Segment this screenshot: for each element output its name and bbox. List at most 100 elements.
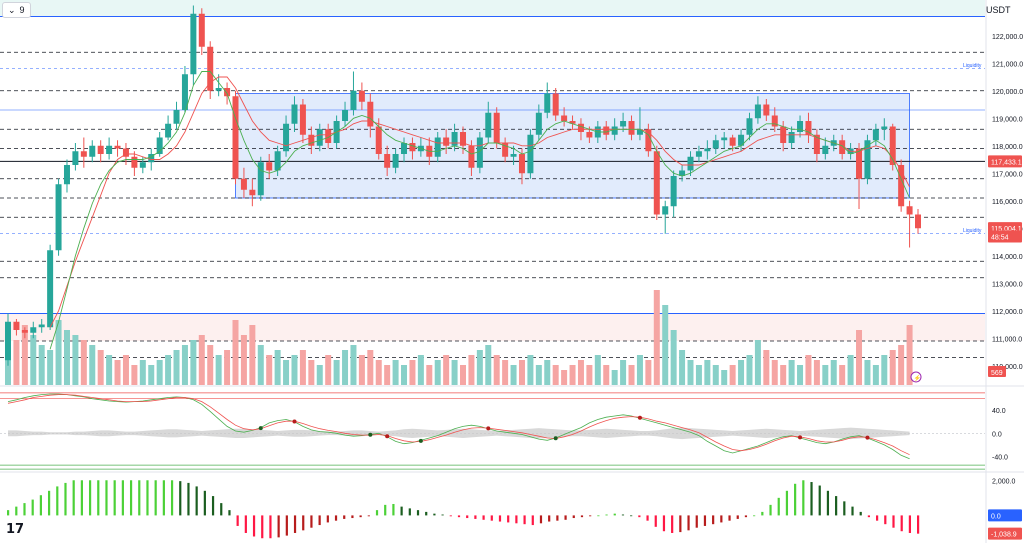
volume-bar [224, 350, 231, 385]
histogram-bar [138, 480, 141, 516]
histogram-bar [113, 480, 116, 516]
histogram-bar [835, 496, 838, 516]
candle-body [805, 121, 812, 135]
histogram-bar [695, 515, 698, 528]
histogram-bar [630, 515, 633, 517]
volume-bar [502, 360, 509, 385]
volume-bar [788, 360, 795, 385]
volume-value-text: 569 [991, 370, 1003, 377]
candle-body [148, 154, 155, 163]
candle-body [55, 184, 62, 251]
volume-bar [527, 355, 534, 385]
histogram-bar [64, 482, 67, 516]
volume-bar [80, 340, 87, 385]
volume-bar [274, 350, 281, 385]
histogram-bar [712, 515, 715, 525]
histogram-bar [170, 480, 174, 516]
histogram-bar [802, 480, 805, 516]
candle-body [434, 137, 441, 157]
volume-bar [535, 365, 542, 385]
volume-bar [670, 330, 677, 385]
countdown-text: 48:54 [991, 235, 1009, 242]
volume-bar [771, 360, 778, 385]
histogram-bar [867, 515, 871, 518]
histogram-bar [351, 515, 354, 519]
volume-bar [249, 325, 256, 385]
histogram-bar [228, 510, 231, 516]
volume-bar [460, 365, 466, 385]
candle-body [763, 104, 770, 116]
candle-body [569, 121, 576, 124]
candle-body [72, 151, 79, 165]
candle-body [384, 154, 391, 168]
currency-label[interactable]: USDT [986, 5, 1011, 15]
candle-body [80, 151, 87, 157]
volume-bar [350, 345, 357, 385]
osc-cross-dot [385, 434, 390, 439]
histogram-bar [597, 515, 600, 517]
candle-body [38, 324, 45, 328]
candle-body [577, 123, 584, 132]
candle-body [89, 145, 96, 157]
candle-body [30, 327, 37, 333]
osc-tick-label: 0.0 [992, 431, 1002, 438]
volume-bar [872, 365, 879, 385]
volume-bar [89, 345, 96, 385]
lightning-glyph: ⚡ [914, 374, 921, 382]
histogram-bar [23, 503, 26, 516]
volume-bar [266, 355, 273, 385]
histogram-bar [293, 515, 297, 533]
chevron-down-icon: ⌄ [8, 5, 16, 15]
histogram-bar [203, 490, 206, 516]
interval-selector[interactable]: ⌄ 9 [2, 2, 31, 18]
histogram-bar [392, 503, 395, 516]
volume-bar [864, 360, 871, 385]
candle-body [889, 126, 896, 165]
histogram-bar [384, 504, 387, 516]
histogram-bar [56, 486, 59, 516]
candle-body [881, 126, 888, 130]
candle-body [552, 93, 559, 116]
histogram-bar [605, 514, 608, 516]
volume-bar [763, 350, 770, 385]
candle-body [620, 121, 627, 127]
candle-body [468, 145, 475, 168]
volume-bar [333, 360, 340, 385]
histogram-bar [252, 515, 256, 537]
histogram-bar [375, 510, 379, 516]
candle-body [299, 104, 306, 135]
volume-bar [856, 330, 863, 385]
histogram-bar [826, 490, 830, 516]
volume-bar [695, 365, 702, 385]
volume-bar [620, 360, 627, 385]
candle-body [21, 330, 28, 333]
histogram-bar [367, 515, 370, 517]
osc-gray-area [8, 427, 910, 440]
volume-bar [417, 355, 424, 385]
candle-body [283, 123, 290, 152]
osc-cross-dot [258, 426, 263, 431]
histogram-bar [671, 515, 674, 533]
candle-body [139, 162, 146, 168]
candle-body [358, 90, 365, 102]
histogram-bar [859, 511, 862, 516]
histogram-bar [261, 515, 264, 539]
osc-cross-dot [798, 435, 803, 440]
candle-body [915, 214, 921, 229]
volume-bar [106, 355, 113, 385]
candle-body [645, 129, 652, 152]
volume-bar [190, 340, 197, 385]
price-tick-label: 122,000.0 [992, 34, 1023, 41]
volume-bar [55, 320, 62, 385]
volume-bar [704, 360, 711, 385]
histogram-bar [744, 515, 748, 518]
histogram-bar [179, 481, 182, 516]
histogram-bar [105, 480, 108, 516]
zero-value-badge [988, 509, 1022, 522]
candle-body [603, 126, 610, 135]
volume-bar [552, 365, 559, 385]
volume-bar [687, 360, 694, 385]
candle-body [460, 132, 466, 146]
osc-cross-dot [486, 426, 491, 431]
